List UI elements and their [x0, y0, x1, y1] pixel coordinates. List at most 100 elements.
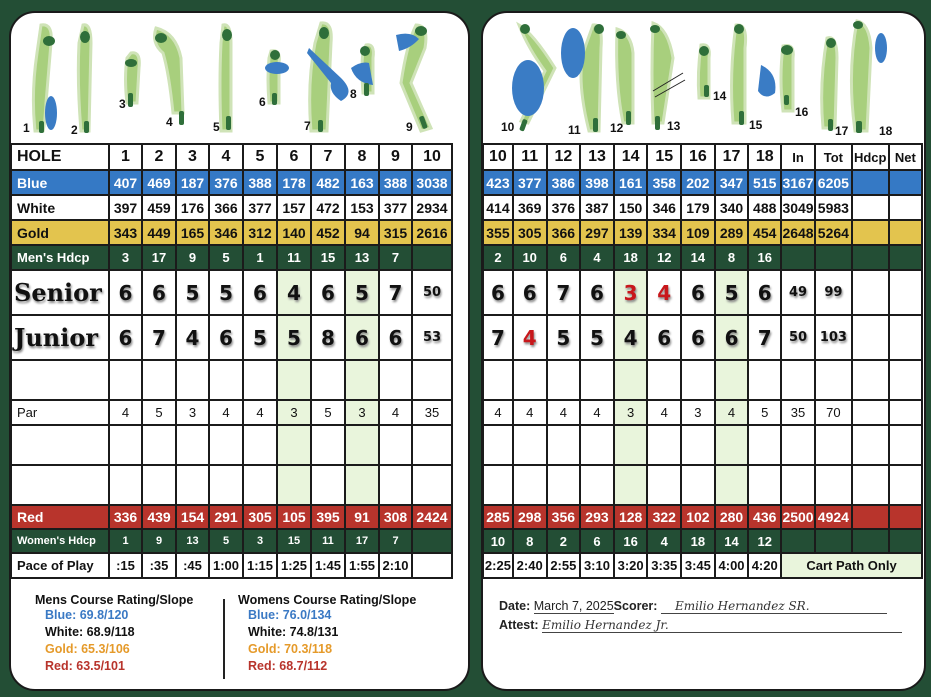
net-cell[interactable] [887, 269, 924, 316]
score-cell[interactable] [747, 464, 783, 506]
score-cell[interactable] [646, 359, 683, 401]
score-cell[interactable] [175, 359, 210, 401]
score-cell[interactable] [680, 424, 716, 466]
score-cell[interactable] [141, 359, 177, 401]
score-cell[interactable] [141, 424, 177, 466]
score-cell[interactable]: 5 [713, 269, 750, 316]
score-cell[interactable] [747, 359, 783, 401]
score-cell[interactable] [242, 359, 278, 401]
score-cell[interactable] [310, 464, 346, 506]
score-cell[interactable]: 5 [344, 269, 380, 316]
score-cell[interactable] [747, 424, 783, 466]
score-cell[interactable] [511, 464, 548, 506]
score-cell[interactable]: 6 [108, 269, 143, 316]
score-cell[interactable]: 6 [344, 314, 380, 361]
score-cell[interactable]: 6 [141, 269, 177, 316]
score-cell[interactable] [175, 464, 210, 506]
score-cell[interactable]: 6 [680, 314, 716, 361]
score-cell[interactable] [344, 359, 380, 401]
player-name[interactable] [11, 464, 110, 506]
handicap-cell[interactable] [850, 314, 890, 361]
score-cell[interactable] [208, 424, 244, 466]
score-cell[interactable] [175, 424, 210, 466]
score-total[interactable] [814, 359, 853, 401]
score-cell[interactable]: 6 [713, 314, 750, 361]
score-cell[interactable]: 5 [242, 314, 278, 361]
score-cell-par[interactable]: 4 [511, 314, 548, 361]
score-cell[interactable] [612, 464, 649, 506]
score-cell[interactable] [612, 424, 649, 466]
score-cell[interactable] [545, 424, 582, 466]
score-cell[interactable] [579, 464, 615, 506]
score-cell[interactable]: 6 [646, 314, 683, 361]
score-cell[interactable] [545, 359, 582, 401]
score-cell[interactable]: 6 [108, 314, 143, 361]
score-cell[interactable]: 7 [141, 314, 177, 361]
score-cell[interactable]: 6 [680, 269, 716, 316]
score-cell[interactable] [511, 424, 548, 466]
score-cell[interactable] [612, 359, 649, 401]
score-cell[interactable]: 8 [310, 314, 346, 361]
player-name[interactable] [11, 359, 110, 401]
score-cell[interactable] [276, 424, 312, 466]
score-cell[interactable]: 5 [579, 314, 615, 361]
score-cell[interactable]: 6 [483, 269, 514, 316]
score-cell[interactable] [310, 359, 346, 401]
score-total[interactable] [411, 424, 453, 466]
score-cell[interactable] [713, 424, 750, 466]
score-cell-birdie[interactable]: 4 [646, 269, 683, 316]
score-cell[interactable]: 4 [276, 269, 312, 316]
score-cell[interactable] [310, 424, 346, 466]
score-cell[interactable] [483, 464, 514, 506]
score-total[interactable] [814, 424, 853, 466]
player-name[interactable] [11, 424, 110, 466]
score-cell[interactable] [511, 359, 548, 401]
scorer-signature-field[interactable]: Emilio Hernandez SR. [660, 599, 887, 614]
score-cell[interactable] [646, 424, 683, 466]
score-in[interactable] [780, 464, 816, 506]
handicap-cell[interactable] [850, 464, 890, 506]
score-cell[interactable] [208, 464, 244, 506]
score-cell[interactable] [208, 359, 244, 401]
score-cell[interactable] [242, 424, 278, 466]
score-cell[interactable]: 6 [208, 314, 244, 361]
net-cell[interactable] [887, 314, 924, 361]
score-cell[interactable] [141, 464, 177, 506]
score-cell[interactable]: 6 [511, 269, 548, 316]
score-cell[interactable]: 4 [175, 314, 210, 361]
score-total[interactable]: 50 [411, 269, 453, 316]
attest-signature-field[interactable]: Emilio Hernandez Jr. [542, 618, 903, 633]
score-cell[interactable] [713, 464, 750, 506]
score-cell[interactable] [680, 359, 716, 401]
score-cell[interactable]: 7 [483, 314, 514, 361]
score-total[interactable]: 53 [411, 314, 453, 361]
score-total[interactable]: 99 [814, 269, 853, 316]
score-cell[interactable]: 5 [545, 314, 582, 361]
score-cell[interactable]: 6 [242, 269, 278, 316]
score-cell[interactable]: 5 [276, 314, 312, 361]
score-cell[interactable] [276, 464, 312, 506]
score-cell[interactable] [344, 464, 380, 506]
handicap-cell[interactable] [850, 269, 890, 316]
score-cell[interactable]: 6 [579, 269, 615, 316]
score-cell[interactable]: 7 [378, 269, 413, 316]
score-cell[interactable] [579, 424, 615, 466]
score-cell[interactable]: 7 [747, 314, 783, 361]
score-cell[interactable] [378, 359, 413, 401]
score-cell[interactable] [378, 424, 413, 466]
score-in[interactable]: 49 [780, 269, 816, 316]
score-cell[interactable]: 5 [208, 269, 244, 316]
score-cell[interactable]: 5 [175, 269, 210, 316]
net-cell[interactable] [887, 359, 924, 401]
date-field[interactable]: March 7, 2025 [533, 599, 614, 614]
score-cell[interactable] [579, 359, 615, 401]
score-total[interactable]: 103 [814, 314, 853, 361]
score-cell[interactable] [276, 359, 312, 401]
score-cell[interactable] [545, 464, 582, 506]
score-cell[interactable] [713, 359, 750, 401]
score-in[interactable]: 50 [780, 314, 816, 361]
net-cell[interactable] [887, 424, 924, 466]
score-total[interactable] [814, 464, 853, 506]
score-total[interactable] [411, 464, 453, 506]
score-cell[interactable] [680, 464, 716, 506]
